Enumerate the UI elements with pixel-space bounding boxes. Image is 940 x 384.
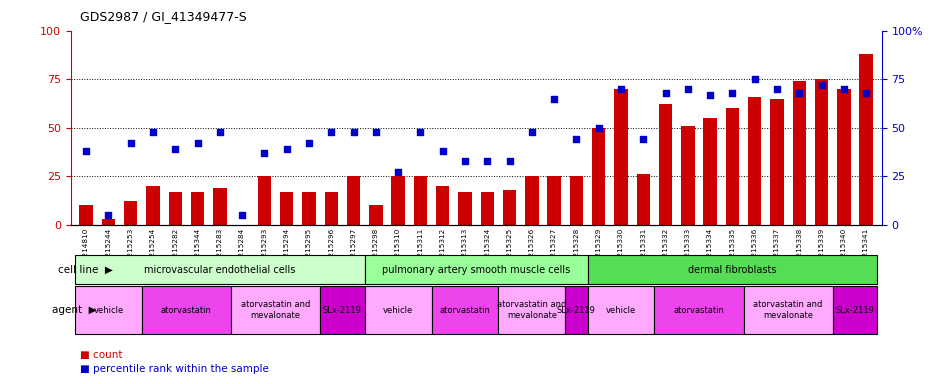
Text: atorvastatin and
mevalonate: atorvastatin and mevalonate [497,300,567,320]
Point [279,146,294,152]
Text: SLx-2119: SLx-2119 [557,306,596,314]
Bar [79,205,93,225]
Text: atorvastatin and
mevalonate: atorvastatin and mevalonate [754,300,822,320]
Text: ■ percentile rank within the sample: ■ percentile rank within the sample [80,364,269,374]
Bar [592,127,605,225]
Bar [503,190,516,225]
Bar [547,176,561,225]
Point [614,86,629,92]
Point [591,124,606,131]
Text: microvascular endothelial cells: microvascular endothelial cells [144,265,295,275]
Bar [347,176,360,225]
Point [569,136,584,142]
Bar [815,79,828,225]
Bar [459,192,472,225]
Point [546,96,561,102]
Point [302,140,317,146]
Text: atorvastatin and
mevalonate: atorvastatin and mevalonate [241,300,310,320]
Bar [748,97,761,225]
Point [346,129,361,135]
Point [702,92,717,98]
Bar [525,176,539,225]
Bar [682,126,695,225]
Bar [391,176,405,225]
Text: vehicle: vehicle [93,306,123,314]
Point [725,90,740,96]
Bar [303,192,316,225]
Point [479,157,494,164]
Point [146,129,161,135]
Bar [191,192,204,225]
Point [837,86,852,92]
Point [770,86,785,92]
Text: SLx-2119: SLx-2119 [323,306,362,314]
Point [458,157,473,164]
Point [167,146,182,152]
Point [368,129,384,135]
Bar [324,192,338,225]
Bar [726,108,739,225]
Bar [859,54,873,225]
Point [391,169,406,175]
Point [502,157,517,164]
Point [79,148,94,154]
Bar [636,174,650,225]
Bar [258,176,271,225]
Bar [659,104,672,225]
Text: vehicle: vehicle [606,306,636,314]
Text: dermal fibroblasts: dermal fibroblasts [688,265,776,275]
Point [435,148,450,154]
Point [681,86,696,92]
Text: cell line  ▶: cell line ▶ [58,265,113,275]
Point [101,212,116,218]
Point [323,129,338,135]
Point [235,212,250,218]
Bar [570,176,583,225]
Bar [614,89,628,225]
Bar [414,176,427,225]
Text: atorvastatin: atorvastatin [440,306,491,314]
Bar [838,89,851,225]
Point [525,129,540,135]
Bar [436,186,449,225]
Point [257,150,272,156]
Point [123,140,138,146]
Bar [280,192,293,225]
Point [791,90,807,96]
Bar [147,186,160,225]
Text: atorvastatin: atorvastatin [161,306,212,314]
Point [635,136,650,142]
Bar [703,118,717,225]
Point [658,90,673,96]
Bar [369,205,383,225]
Bar [124,201,137,225]
Point [190,140,205,146]
Bar [102,219,115,225]
Text: SLx-2119: SLx-2119 [836,306,874,314]
Bar [770,99,784,225]
Point [814,82,829,88]
Point [747,76,762,82]
Point [413,129,428,135]
Bar [480,192,494,225]
Text: atorvastatin: atorvastatin [674,306,725,314]
Point [858,90,873,96]
Bar [168,192,182,225]
Bar [213,188,227,225]
Point [212,129,227,135]
Text: GDS2987 / GI_41349477-S: GDS2987 / GI_41349477-S [80,10,246,23]
Text: vehicle: vehicle [383,306,414,314]
Text: pulmonary artery smooth muscle cells: pulmonary artery smooth muscle cells [382,265,571,275]
Bar [792,81,806,225]
Text: agent  ▶: agent ▶ [52,305,96,315]
Text: ■ count: ■ count [80,350,122,360]
